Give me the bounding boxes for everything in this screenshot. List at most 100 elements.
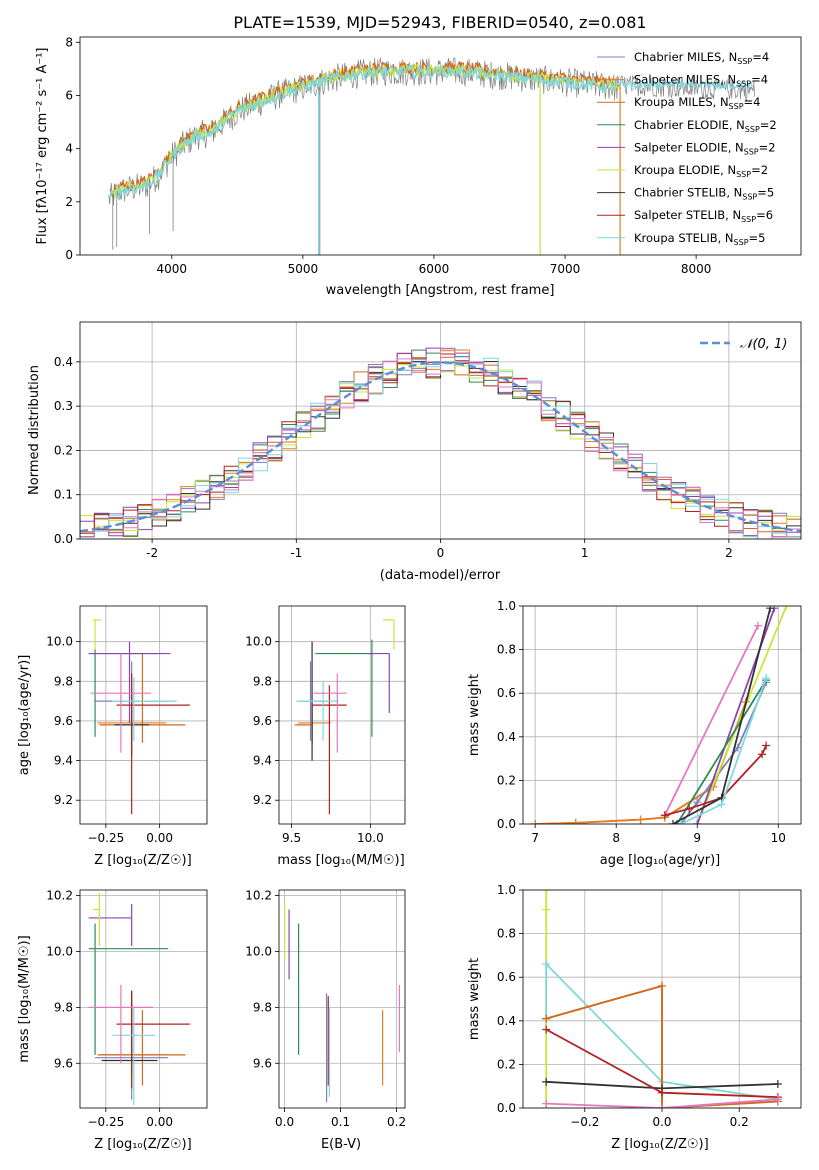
y-tick-label: 9.4	[54, 754, 73, 768]
x-tick-label: 10.0	[357, 831, 384, 845]
x-tick-label: 8	[612, 831, 620, 845]
series-line	[676, 679, 767, 824]
y-tick-label: 9.6	[253, 714, 272, 728]
series-marker	[542, 905, 551, 914]
y-tick-label: 0.6	[497, 686, 516, 700]
axes: 0.0 0.1 0.2 9.6 9.8 10.0 10.2	[245, 889, 406, 1129]
x-tick-label: −0.25	[87, 831, 124, 845]
y-tick-label: 10.0	[245, 944, 272, 958]
series-line	[663, 625, 759, 816]
legend-label: Kroupa MILES, NSSP=4	[634, 95, 760, 111]
series-marker	[531, 820, 540, 824]
y-tick-label: 9.8	[253, 1000, 272, 1014]
histogram-pink	[80, 348, 801, 539]
x-tick-label: 9.5	[282, 831, 301, 845]
series-marker	[766, 606, 775, 613]
y-tick-label: 0.8	[497, 927, 516, 941]
legend-label: Chabrier MILES, NSSP=4	[634, 50, 769, 66]
mass-ebv-xlabel: E(B-V)	[321, 1137, 361, 1152]
x-tick-label: 8000	[681, 262, 712, 276]
series-marker	[542, 1025, 551, 1034]
mw-Z-ylabel: mass weight	[467, 958, 482, 1040]
mw-age-ylabel: mass weight	[467, 674, 482, 756]
x-tick-label: 0.2	[730, 1115, 749, 1129]
axes-frame	[278, 889, 406, 1109]
spectrum-xlabel: wavelength [Angstrom, rest frame]	[326, 283, 555, 298]
legend-label: Salpeter ELODIE, NSSP=2	[634, 140, 776, 156]
y-tick-label: 10.2	[46, 889, 73, 903]
x-tick-label: 0.0	[652, 1115, 671, 1129]
mass-vs-metallicity-panel: Z [log₁₀(Z/Z☉)] mass [log₁₀(M/M☉)] −0.25…	[17, 889, 208, 1152]
x-tick-label: 6000	[419, 262, 450, 276]
y-tick-label: 0.4	[497, 730, 516, 744]
axes: −0.2 0.0 0.2 0.0 0.2 0.4 0.6 0.8 1.0	[497, 883, 749, 1129]
axes: 9.5 10.0 9.2 9.4 9.6 9.8 10.0	[245, 635, 383, 845]
series-marker	[693, 820, 702, 824]
figure-title: PLATE=1539, MJD=52943, FIBERID=0540, z=0…	[233, 13, 646, 32]
residuals-xlabel: (data-model)/error	[380, 568, 501, 583]
x-tick-label: 9	[693, 831, 701, 845]
y-tick-label: 0.3	[54, 399, 73, 413]
plot-area	[108, 57, 755, 255]
axes: 4000 5000 6000 7000 8000 0 2 4 6 8	[65, 35, 711, 276]
legend-label: Chabrier ELODIE, NSSP=2	[634, 118, 777, 134]
y-tick-label: 0.0	[497, 817, 516, 831]
series-line	[545, 984, 778, 1108]
series-marker	[542, 1014, 551, 1023]
y-tick-label: 0.2	[497, 1057, 516, 1071]
plot-area	[88, 892, 190, 1106]
axes-frame	[278, 605, 406, 825]
x-tick-label: 0	[437, 546, 445, 560]
legend-label: Kroupa ELODIE, NSSP=2	[634, 163, 768, 179]
series-marker	[677, 820, 686, 824]
y-tick-label: 1.0	[497, 883, 516, 897]
series-marker	[658, 1104, 666, 1108]
mw-age-xlabel: age [log₁₀(age/yr)]	[600, 853, 721, 868]
y-tick-label: 0.4	[54, 355, 73, 369]
x-tick-label: 0.0	[275, 1115, 294, 1129]
mass-Z-xlabel: Z [log₁₀(Z/Z☉)]	[94, 1137, 191, 1152]
axes-frame	[522, 605, 802, 825]
model-spectrum-kroupa-elodie	[109, 63, 621, 199]
plot-area	[294, 619, 395, 815]
mw-Z-xlabel: Z [log₁₀(Z/Z☉)]	[611, 1137, 708, 1152]
plot-area	[284, 903, 400, 1103]
series-marker	[693, 798, 702, 807]
x-tick-label: 5000	[288, 262, 319, 276]
y-tick-label: 0.6	[497, 970, 516, 984]
axes-frame	[79, 605, 208, 825]
residuals-panel: (data-model)/error Normed distribution -…	[27, 321, 802, 583]
y-tick-label: 9.4	[253, 754, 272, 768]
y-tick-label: 4	[65, 142, 73, 156]
series-marker	[758, 750, 767, 759]
axes-frame	[79, 321, 802, 540]
series-marker	[782, 606, 791, 610]
plot-area	[88, 619, 190, 815]
legend-label: Chabrier STELIB, NSSP=5	[634, 186, 774, 202]
series-marker	[754, 621, 763, 630]
axes-frame	[79, 889, 208, 1109]
series-line	[546, 1098, 778, 1108]
spectrum-legend: Chabrier MILES, NSSP=4 Salpeter MILES, NS…	[597, 50, 777, 247]
legend-label: Salpeter STELIB, NSSP=6	[634, 208, 773, 224]
x-tick-label: -1	[290, 546, 302, 560]
series-line	[696, 606, 788, 824]
series-marker	[658, 981, 666, 990]
series-line	[672, 607, 772, 824]
spectrum-panel: wavelength [Angstrom, rest frame] Flux […	[35, 35, 802, 298]
x-tick-label: 7000	[550, 262, 581, 276]
axes: -2 -1 0 1 2 0.0 0.1 0.2 0.3 0.4	[54, 355, 733, 560]
residuals-legend: 𝒩(0, 1)	[700, 337, 787, 352]
plot-area	[80, 347, 801, 539]
axes: −0.25 0.00 9.2 9.4 9.6 9.8 10.0	[46, 635, 173, 845]
series-marker	[762, 673, 771, 682]
y-tick-label: 0.8	[497, 643, 516, 657]
mass-vs-ebv-panel: E(B-V) 0.0 0.1 0.2 9.6 9.8 10.0 10.2	[245, 889, 406, 1152]
x-tick-label: 0.00	[146, 1115, 173, 1129]
y-tick-label: 9.6	[54, 714, 73, 728]
y-tick-label: 10.0	[46, 944, 73, 958]
legend-label: Salpeter MILES, NSSP=4	[634, 73, 768, 89]
x-tick-label: 0.00	[146, 831, 173, 845]
y-tick-label: 9.2	[54, 793, 73, 807]
series-marker	[773, 1095, 782, 1104]
